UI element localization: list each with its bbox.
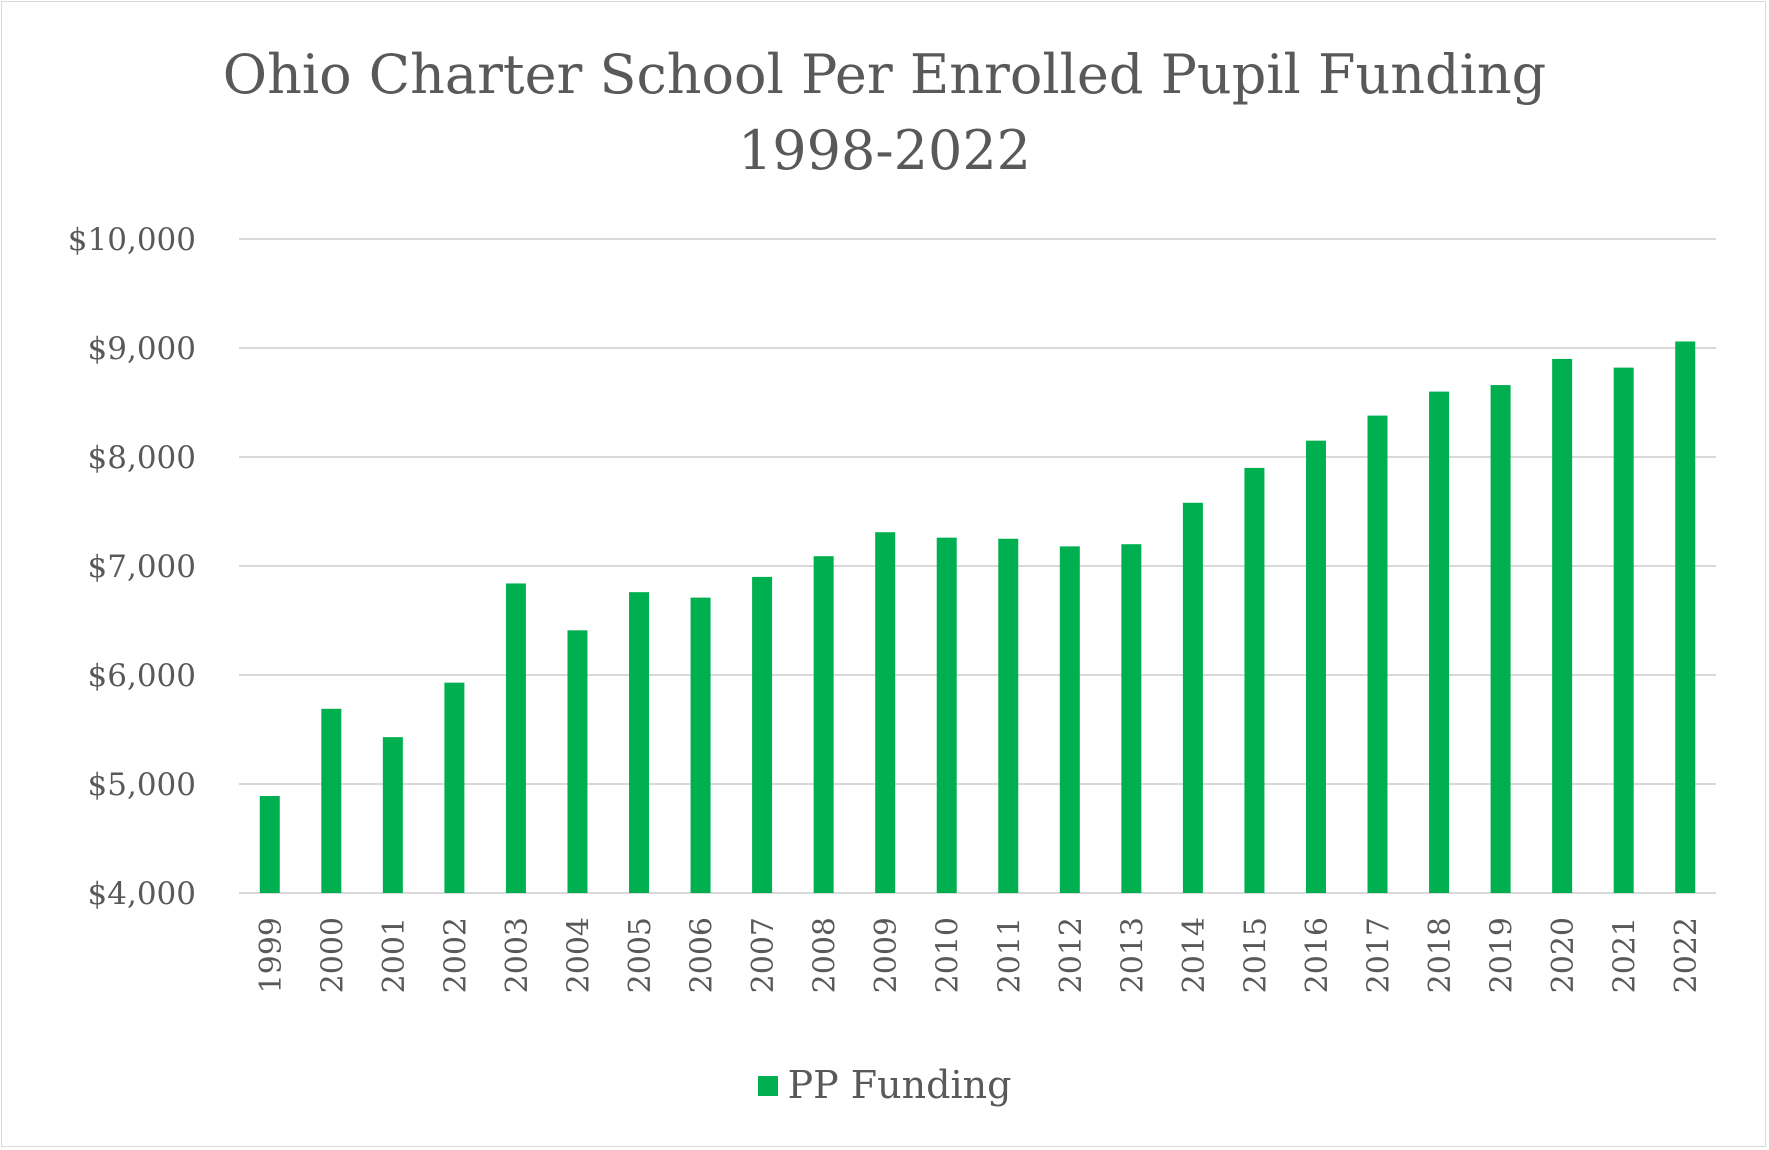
x-axis-tick-labels: 1999 2000 2001 2002 2003 2004 2005 2006 2007 2008… [254, 917, 1704, 993]
x-tick-label: 2005 [623, 917, 658, 993]
bar-2005 [629, 592, 650, 893]
bar-2000 [321, 708, 342, 893]
bar-2006 [690, 597, 711, 893]
bar-2009 [875, 532, 896, 893]
x-tick-label: 2018 [1423, 917, 1458, 993]
bar-2022 [1675, 341, 1696, 894]
x-tick-label: 2010 [931, 917, 966, 993]
x-tick-label: 2013 [1115, 917, 1150, 993]
x-tick-label: 2001 [377, 917, 412, 993]
bar-2007 [752, 576, 773, 893]
bar-2017 [1367, 415, 1388, 893]
bar-2020 [1552, 358, 1573, 893]
y-axis-tick-labels: $4,000 $5,000 $6,000 $7,000 $8,000 $9,000 $10,… [68, 222, 196, 912]
x-tick-label: 2011 [992, 917, 1027, 993]
bar-2011 [998, 538, 1019, 893]
bar-2012 [1059, 546, 1080, 893]
x-tick-label: 2002 [438, 917, 473, 993]
y-tick-label: $10,000 [68, 222, 196, 258]
chart-subtitle: 1998-2022 [737, 119, 1032, 182]
legend-label: PP Funding [787, 1063, 1012, 1107]
x-tick-label: 2003 [500, 917, 535, 993]
x-tick-label: 2017 [1362, 917, 1397, 993]
y-tick-label: $8,000 [88, 440, 196, 476]
bar-series [259, 341, 1696, 894]
legend-swatch [757, 1075, 778, 1096]
y-tick-label: $6,000 [88, 658, 196, 694]
x-tick-label: 2000 [315, 917, 350, 993]
legend: PP Funding [0, 1063, 1769, 1107]
bar-2001 [382, 737, 403, 893]
bar-2003 [505, 583, 526, 893]
bar-2018 [1429, 391, 1450, 893]
x-tick-label: 2007 [746, 917, 781, 993]
chart-title: Ohio Charter School Per Enrolled Pupil F… [222, 43, 1547, 106]
x-tick-label: 2008 [808, 917, 843, 993]
x-tick-label: 2021 [1608, 917, 1643, 993]
bar-2021 [1613, 367, 1634, 893]
x-tick-label: 1999 [254, 917, 289, 993]
bar-2010 [936, 537, 957, 893]
x-tick-label: 2006 [685, 917, 720, 993]
bar-2013 [1121, 544, 1142, 893]
x-tick-label: 2004 [561, 917, 596, 993]
bar-2016 [1305, 440, 1326, 893]
x-tick-label: 2012 [1054, 917, 1089, 993]
bar-2014 [1182, 502, 1203, 893]
bar-2015 [1244, 467, 1265, 893]
x-tick-label: 2014 [1177, 917, 1212, 993]
x-tick-label: 2015 [1238, 917, 1273, 993]
y-tick-label: $5,000 [88, 767, 196, 803]
y-tick-label: $7,000 [88, 549, 196, 585]
bar-1999 [259, 795, 280, 893]
x-tick-label: 2016 [1300, 917, 1335, 993]
bar-2008 [813, 556, 834, 893]
y-tick-label: $9,000 [88, 331, 196, 367]
x-tick-label: 2009 [869, 917, 904, 993]
bar-2004 [567, 630, 588, 893]
x-tick-label: 2019 [1485, 917, 1520, 993]
y-tick-label: $4,000 [88, 876, 196, 912]
gridlines [239, 238, 1716, 894]
x-tick-label: 2022 [1669, 917, 1704, 993]
bar-2002 [444, 682, 465, 893]
bar-2019 [1490, 385, 1511, 893]
x-tick-label: 2020 [1546, 917, 1581, 993]
